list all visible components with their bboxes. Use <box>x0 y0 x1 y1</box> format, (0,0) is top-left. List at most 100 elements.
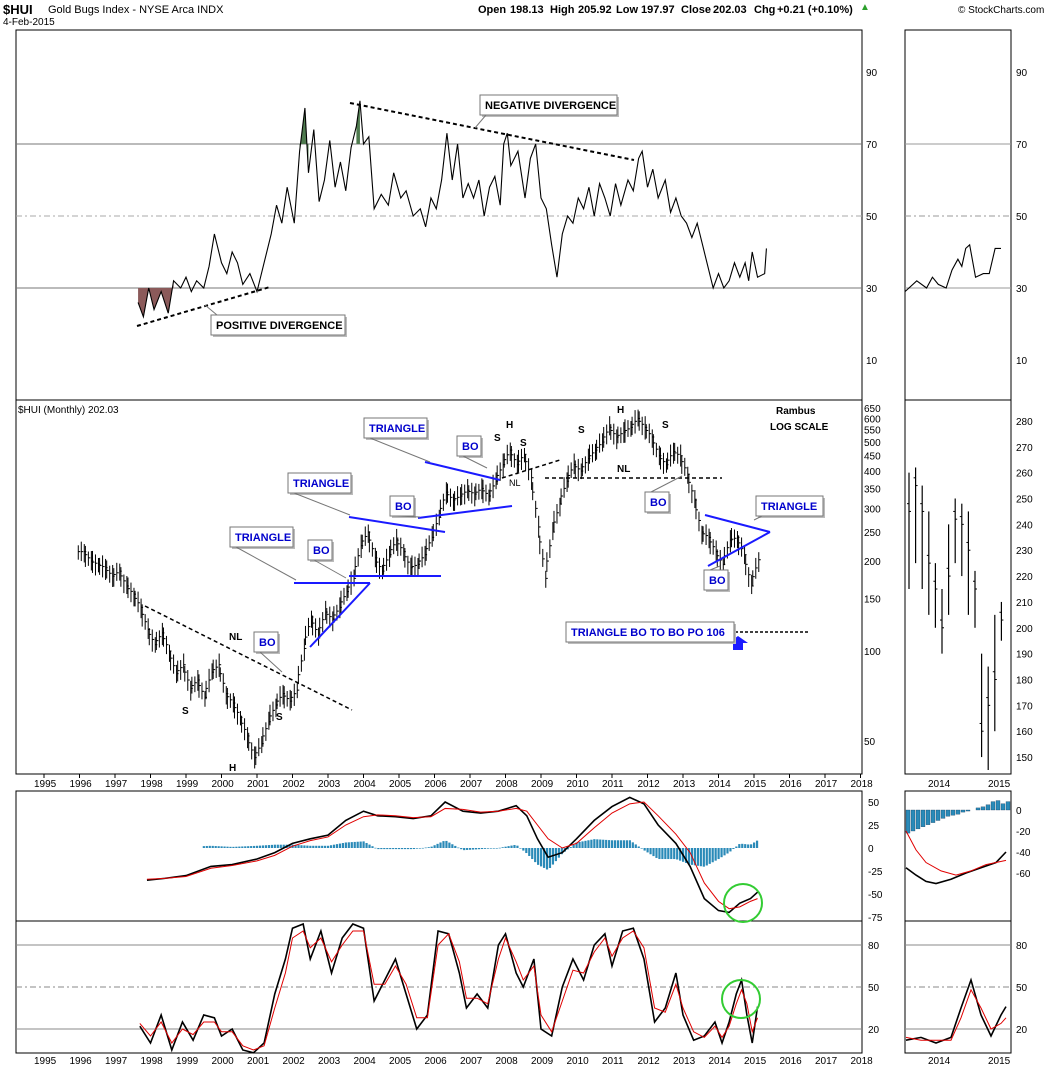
macd-histogram-bar <box>637 846 640 848</box>
macd-histogram-bar <box>409 848 413 850</box>
head-shoulders-label: S <box>662 420 669 431</box>
macd-histogram-bar <box>324 845 327 848</box>
stoch-xtick-label: 2003 <box>318 1056 341 1067</box>
macd-histogram-bar <box>466 848 469 850</box>
macd-histogram-bar <box>480 848 484 850</box>
macd-histogram-bar <box>516 845 519 848</box>
stochastic-panel: 80 50 20 <box>16 922 880 1054</box>
triangle-callout-box <box>229 526 294 548</box>
price-xtick-label: 2004 <box>354 779 377 790</box>
macd-histogram-bar <box>427 847 430 848</box>
bo-callout-pointer <box>462 455 488 469</box>
macd-inset-histogram-bar <box>985 804 991 811</box>
macd-panel: 50 25 0 -25 -50 -75 <box>146 796 883 924</box>
price-xtick-label: 2014 <box>709 779 732 790</box>
neckline-label: NL <box>617 464 630 475</box>
macd-histogram-bar <box>395 848 398 850</box>
neckline-label: NL <box>509 478 521 488</box>
price-inset-tick-label: 280 <box>1016 417 1033 428</box>
macd-histogram-bar <box>631 842 634 848</box>
triangle-callout-label: TRIANGLE <box>369 423 425 435</box>
triangle4-top <box>704 514 771 533</box>
bo-callout-pointer <box>313 559 347 579</box>
stoch-inset-tick-label: 50 <box>1016 983 1028 994</box>
macd-histogram-bar <box>267 845 271 848</box>
high-label: High <box>550 4 575 16</box>
macd-histogram-bar <box>439 842 442 848</box>
macd-histogram-bar <box>622 840 626 848</box>
macd-histogram-bar <box>460 848 463 850</box>
momentum-shaded-area <box>138 280 174 317</box>
macd-histogram-bar <box>540 848 543 867</box>
stoch-xtick-label: 1998 <box>141 1056 164 1067</box>
macd-histogram-bar <box>445 840 448 848</box>
price-xtick-label: 2001 <box>247 779 270 790</box>
low-value: 197.97 <box>641 4 675 16</box>
momentum-inset-line <box>904 243 1001 293</box>
macd-histogram-bar <box>436 843 439 848</box>
bo-callout-label: BO <box>462 441 479 453</box>
log-scale-label: LOG SCALE <box>770 422 829 433</box>
price-xtick-label: 2012 <box>638 779 661 790</box>
brand-logo: © StockCharts.com <box>958 5 1045 16</box>
price-tick-label: 300 <box>864 504 881 515</box>
macd-tick-label: -75 <box>868 913 883 924</box>
macd-histogram-bar <box>557 848 560 858</box>
price-tick-label: 50 <box>864 737 876 748</box>
macd-histogram-bar <box>584 840 587 848</box>
macd-histogram-bar <box>687 848 691 865</box>
macd-histogram-bar <box>531 848 534 860</box>
macd-histogram-bar <box>581 841 584 848</box>
bo-callout-box <box>703 569 729 591</box>
price-xtick-label: 2005 <box>389 779 412 790</box>
macd-inset-histogram-bar <box>920 809 926 827</box>
price-xtick-label: 2016 <box>780 779 803 790</box>
macd-histogram-bar <box>664 848 667 860</box>
macd-histogram-bar <box>498 847 501 849</box>
price-inset-tick-label: 150 <box>1016 753 1033 764</box>
macd-histogram-bar <box>217 846 220 848</box>
triangle-callout-label: TRIANGLE <box>761 501 817 513</box>
stoch-highlight-circle <box>721 979 761 1019</box>
macd-panel-frame <box>15 790 863 922</box>
macd-histogram-bar <box>489 848 492 849</box>
macd-histogram-bar <box>726 848 729 854</box>
macd-histogram-bar <box>315 845 318 848</box>
price-xtick-label: 1998 <box>141 779 164 790</box>
stoch-inset-xlabel: 2015 <box>988 1056 1011 1067</box>
price-tick-label: 500 <box>864 438 881 449</box>
stoch-xtick-label: 2008 <box>496 1056 519 1067</box>
macd-histogram-bar <box>477 848 481 850</box>
price-panel-frame <box>15 399 863 775</box>
momentum-inset-tick-label: 30 <box>1016 284 1028 295</box>
macd-histogram-bar <box>486 848 489 849</box>
macd-histogram-bar <box>569 847 572 848</box>
macd-histogram-bar <box>720 848 723 858</box>
up-arrow-icon: ▲ <box>860 2 870 13</box>
price-xtick-label: 2002 <box>283 779 306 790</box>
macd-histogram-bar <box>747 844 750 848</box>
macd-histogram-bar <box>276 844 279 848</box>
macd-inset-histogram-bar <box>975 807 981 811</box>
macd-histogram-bar <box>611 840 614 848</box>
stoch-xtick-label: 2016 <box>780 1056 803 1067</box>
macd-histogram-bar <box>451 844 454 848</box>
macd-inset-histogram-bar <box>995 800 1001 811</box>
bo-callout-pointer <box>395 515 421 518</box>
macd-histogram-bar <box>380 848 383 850</box>
macd-histogram-bar <box>738 844 741 848</box>
stoch-xtick-label: 2011 <box>602 1056 624 1067</box>
macd-histogram-bar <box>528 848 531 856</box>
price-xtick-label: 2007 <box>460 779 483 790</box>
macd-inset-histogram-bar <box>930 809 936 823</box>
price-xtick-label: 2000 <box>212 779 235 790</box>
macd-histogram-bar <box>279 844 282 848</box>
macd-histogram-bar <box>392 848 395 850</box>
macd-histogram-bar <box>723 848 726 856</box>
bo-callout-box <box>253 631 279 653</box>
close-label: Close <box>681 4 711 16</box>
momentum-tick-label: 90 <box>866 68 878 79</box>
macd-histogram-bar <box>634 844 637 848</box>
macd-histogram-bar <box>599 839 602 848</box>
macd-histogram-bar <box>321 845 324 848</box>
